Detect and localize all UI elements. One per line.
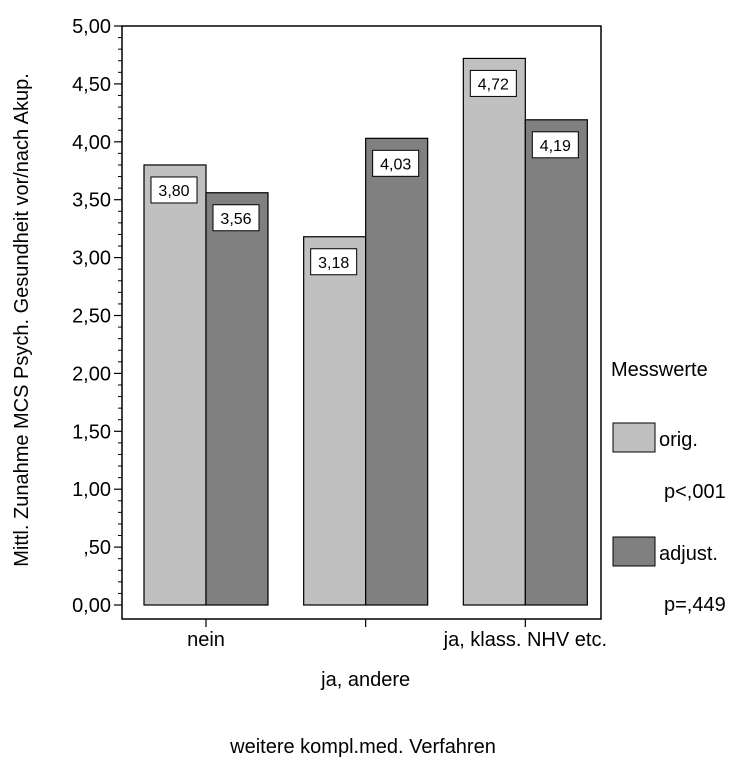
data-label: 4,03 [380, 156, 411, 173]
data-label-box [310, 248, 358, 276]
bars: 3,80 3,56 3,18 4,03 4,72 4,19 [143, 57, 588, 606]
legend-note-orig: p<,001 [664, 481, 726, 503]
data-label: 3,80 [158, 183, 189, 200]
x-tick-label: ja, andere [320, 669, 410, 691]
y-tick-label: 0,00 [72, 595, 111, 617]
legend: Messwerte orig. p<,001 adjust. p=,449 [611, 359, 726, 616]
y-tick-label: 3,00 [72, 248, 111, 270]
y-axis-label: Mittl. Zunahme MCS Psych. Gesundheit vor… [11, 73, 33, 567]
data-label: 3,56 [220, 211, 251, 228]
y-axis: 0,00 ,50 1,00 1,50 2,00 2,50 3,00 3,50 4,00 4,50 5… [72, 16, 122, 617]
x-axis-label: weitere kompl.med. Verfahren [229, 736, 496, 758]
y-tick-label: 4,50 [72, 74, 111, 96]
bar-adjust-0 [205, 192, 269, 606]
bar-orig-0 [143, 164, 207, 606]
legend-label-adjust: adjust. [659, 543, 718, 565]
y-tick-label: 1,50 [72, 421, 111, 443]
bar-adjust-1 [365, 137, 429, 606]
data-label-box [212, 204, 260, 232]
plot-frame [121, 25, 602, 620]
y-tick-label: 1,00 [72, 479, 111, 501]
legend-swatch-orig [612, 422, 656, 453]
data-label-box [372, 149, 420, 177]
legend-title: Messwerte [611, 359, 708, 381]
data-label-box [150, 176, 198, 204]
y-tick-label: 4,00 [72, 132, 111, 154]
x-tick-label: nein [187, 629, 225, 651]
data-label-box [469, 69, 517, 97]
legend-label-orig: orig. [659, 429, 698, 451]
data-label: 3,18 [318, 255, 349, 272]
data-label: 4,72 [478, 76, 509, 93]
bar-orig-1 [303, 236, 367, 606]
y-tick-label: ,50 [83, 537, 111, 559]
y-tick-label: 2,50 [72, 306, 111, 328]
data-label: 4,19 [540, 138, 571, 155]
legend-swatch-adjust [612, 536, 656, 567]
x-axis: nein ja, andere ja, klass. NHV etc. [187, 619, 607, 691]
x-tick-label: ja, klass. NHV etc. [443, 629, 607, 651]
y-tick-label: 3,50 [72, 190, 111, 212]
bar-adjust-2 [524, 119, 588, 606]
legend-note-adjust: p=,449 [664, 594, 726, 616]
data-label-box [531, 131, 579, 159]
bar-orig-2 [462, 57, 526, 606]
y-tick-label: 2,00 [72, 363, 111, 385]
y-tick-label: 5,00 [72, 16, 111, 38]
